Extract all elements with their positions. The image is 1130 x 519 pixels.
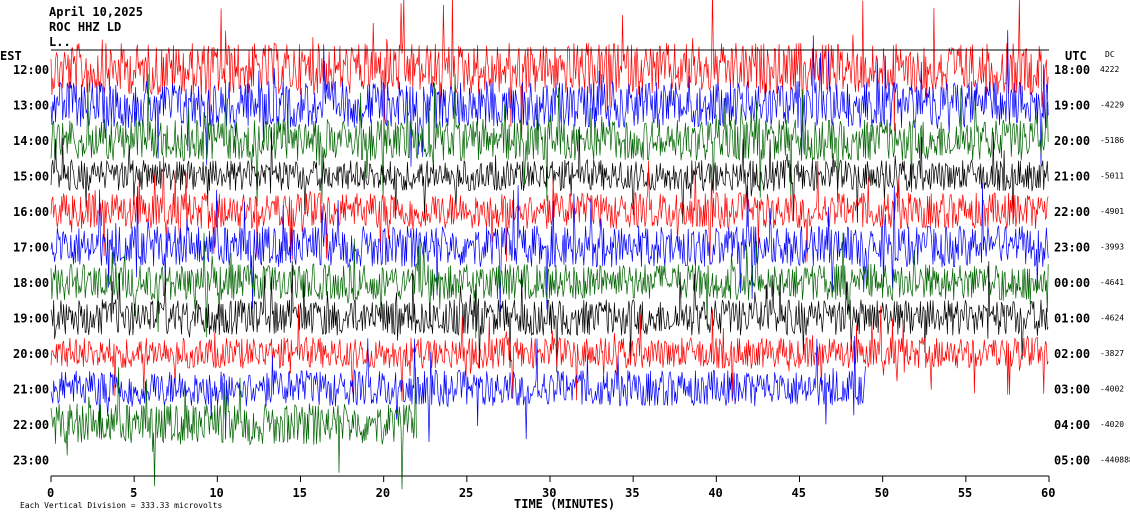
est-label: 18:00 xyxy=(13,276,49,290)
utc-label: 05:00 xyxy=(1054,454,1090,468)
dc-offset-labels: 4222 -4229 -5186 -5011 -4901 -3993 -4641 -4624 -… xyxy=(1100,65,1130,465)
utc-label: 20:00 xyxy=(1054,134,1090,148)
date-label: April 10,2025 xyxy=(49,5,143,19)
x-axis-ticks: 0 5 10 15 20 25 30 35 40 45 50 55 60 xyxy=(47,486,1055,500)
dc-value: 4222 xyxy=(1100,65,1119,74)
x-tick-label: 60 xyxy=(1041,486,1055,500)
est-axis-title: EST xyxy=(0,49,22,63)
x-tick-label: 15 xyxy=(293,486,307,500)
dc-value: -3993 xyxy=(1100,243,1124,252)
utc-label: 23:00 xyxy=(1054,241,1090,255)
utc-label: 18:00 xyxy=(1054,63,1090,77)
est-label: 19:00 xyxy=(13,312,49,326)
est-label: 17:00 xyxy=(13,241,49,255)
dc-value: -4641 xyxy=(1100,278,1124,287)
x-tick-label: 25 xyxy=(459,486,473,500)
dc-value: -5011 xyxy=(1100,172,1124,181)
seismic-traces xyxy=(50,0,1049,490)
est-label: 13:00 xyxy=(13,99,49,113)
est-label: 16:00 xyxy=(13,205,49,219)
footer-note: Each Vertical Division = 333.33 microvol… xyxy=(20,501,222,510)
trace-1900 xyxy=(50,260,1049,373)
dc-value: -4408888 xyxy=(1100,456,1130,465)
trace-1300 xyxy=(50,30,1049,167)
x-axis-title: TIME (MINUTES) xyxy=(514,497,615,511)
x-tick-label: 10 xyxy=(209,486,223,500)
utc-axis-title: UTC xyxy=(1065,49,1087,63)
dc-value: -4020 xyxy=(1100,420,1124,429)
utc-label: 22:00 xyxy=(1054,205,1090,219)
x-tick-label: 20 xyxy=(376,486,390,500)
utc-label: 03:00 xyxy=(1054,383,1090,397)
trace-2000 xyxy=(50,304,1049,402)
x-tick-label: 35 xyxy=(625,486,639,500)
x-tick-label: 40 xyxy=(708,486,722,500)
dc-value: -3827 xyxy=(1100,349,1124,358)
dc-value: -4901 xyxy=(1100,207,1124,216)
utc-label: 00:00 xyxy=(1054,276,1090,290)
est-label: 12:00 xyxy=(13,63,49,77)
hour-marker-lines xyxy=(50,49,1050,482)
x-tick-label: 50 xyxy=(875,486,889,500)
est-label: 20:00 xyxy=(13,347,49,361)
est-hour-labels: 12:00 13:00 14:00 15:00 16:00 17:00 18:00 19:00… xyxy=(13,63,49,468)
dc-column-title: DC xyxy=(1105,50,1115,59)
x-tick-label: 45 xyxy=(792,486,806,500)
x-tick-label: 30 xyxy=(542,486,556,500)
trace-1500 xyxy=(50,126,1049,224)
x-tick-label: 55 xyxy=(958,486,972,500)
utc-label: 19:00 xyxy=(1054,99,1090,113)
est-label: 21:00 xyxy=(13,383,49,397)
utc-label: 21:00 xyxy=(1054,170,1090,184)
dc-value: -5186 xyxy=(1100,136,1124,145)
trace-2200 xyxy=(50,367,417,490)
est-label: 22:00 xyxy=(13,418,49,432)
est-label: 15:00 xyxy=(13,170,49,184)
trace-1700 xyxy=(50,182,1049,312)
dc-value: -4624 xyxy=(1100,314,1124,323)
utc-label: 04:00 xyxy=(1054,418,1090,432)
trace-2100 xyxy=(50,335,866,443)
utc-label: 02:00 xyxy=(1054,347,1090,361)
utc-label: 01:00 xyxy=(1054,312,1090,326)
x-tick-label: 5 xyxy=(130,486,137,500)
trace-1200 xyxy=(50,0,1049,140)
header-extra-label: L.. xyxy=(49,35,71,49)
x-tick-label: 0 xyxy=(47,486,54,500)
est-label: 14:00 xyxy=(13,134,49,148)
est-label: 23:00 xyxy=(13,454,49,468)
trace-1400 xyxy=(50,73,1049,207)
dc-value: -4229 xyxy=(1100,101,1124,110)
utc-hour-labels: 18:00 19:00 20:00 21:00 22:00 23:00 00:00 01:00… xyxy=(1054,63,1090,468)
trace-1800 xyxy=(50,232,1049,339)
dc-value: -4002 xyxy=(1100,385,1124,394)
station-label: ROC HHZ LD xyxy=(49,20,121,34)
